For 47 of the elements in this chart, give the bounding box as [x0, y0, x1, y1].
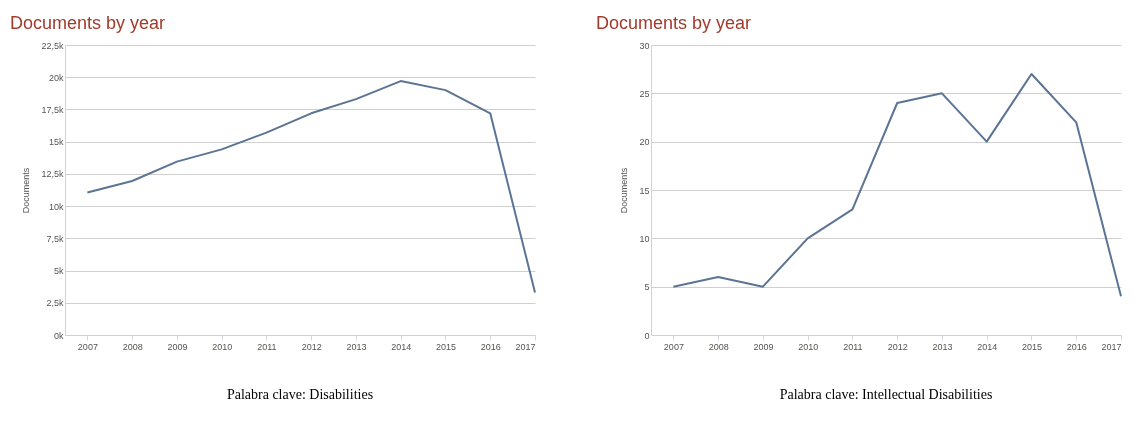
- line-series: [672, 73, 1122, 298]
- x-tick-label: 2016: [480, 341, 501, 352]
- text: Palabra clave: Disabilities: [226, 387, 374, 402]
- x-tick-label: 2013: [346, 341, 367, 352]
- line-series: [86, 80, 536, 294]
- text: Palabra clave: Intellectual Disabilities: [779, 387, 993, 402]
- x-tick-label: 2009: [753, 341, 774, 352]
- y-tick-label: 17,5k: [41, 104, 64, 115]
- x-tick-label: 2013: [932, 341, 953, 352]
- chart-title: Documents by year: [596, 13, 752, 33]
- x-tick-label: 2011: [843, 341, 863, 352]
- y-tick-label: 30: [639, 40, 650, 51]
- x-tick-label: 2008: [708, 341, 729, 352]
- chart-title: Documents by year: [10, 13, 166, 33]
- y-tick-label: 20k: [48, 72, 64, 83]
- x-tick-label: 2016: [1066, 341, 1087, 352]
- x-tick-label: 2007: [663, 341, 684, 352]
- x-tick-label: 2009: [167, 341, 188, 352]
- y-tick-label: 20: [639, 137, 650, 148]
- x-tick-label: 2014: [391, 341, 412, 352]
- x-tick-label: 2007: [77, 341, 98, 352]
- y-tick-label: 15k: [48, 137, 64, 148]
- y-tick-label: 0: [644, 330, 650, 341]
- y-tick-label: 0k: [53, 330, 64, 341]
- x-tick-label: 2012: [887, 341, 908, 352]
- x-tick-label: 2017: [1101, 341, 1122, 352]
- y-tick-label: 22,5k: [41, 40, 64, 51]
- x-tick-label: 2011: [257, 341, 277, 352]
- y-tick-label: 7,5k: [46, 233, 64, 244]
- x-tick-label: 2010: [798, 341, 819, 352]
- y-axis-title: Documents: [619, 167, 630, 214]
- x-tick-label: 2015: [435, 341, 456, 352]
- y-tick-label: 5: [644, 282, 650, 293]
- x-tick-label: 2008: [122, 341, 143, 352]
- y-tick-label: 15: [639, 185, 650, 196]
- y-tick-label: 12,5k: [41, 169, 64, 180]
- x-tick-label: 2014: [977, 341, 998, 352]
- x-tick-label: 2017: [515, 341, 536, 352]
- x-tick-label: 2012: [301, 341, 322, 352]
- y-axis-title: Documents: [21, 167, 32, 214]
- y-tick-label: 10: [639, 233, 650, 244]
- y-tick-label: 2,5k: [46, 298, 64, 309]
- x-tick-label: 2015: [1021, 341, 1042, 352]
- y-tick-label: 5k: [53, 266, 64, 277]
- x-tick-label: 2010: [212, 341, 233, 352]
- y-tick-label: 10k: [48, 201, 64, 212]
- y-tick-label: 25: [639, 88, 650, 99]
